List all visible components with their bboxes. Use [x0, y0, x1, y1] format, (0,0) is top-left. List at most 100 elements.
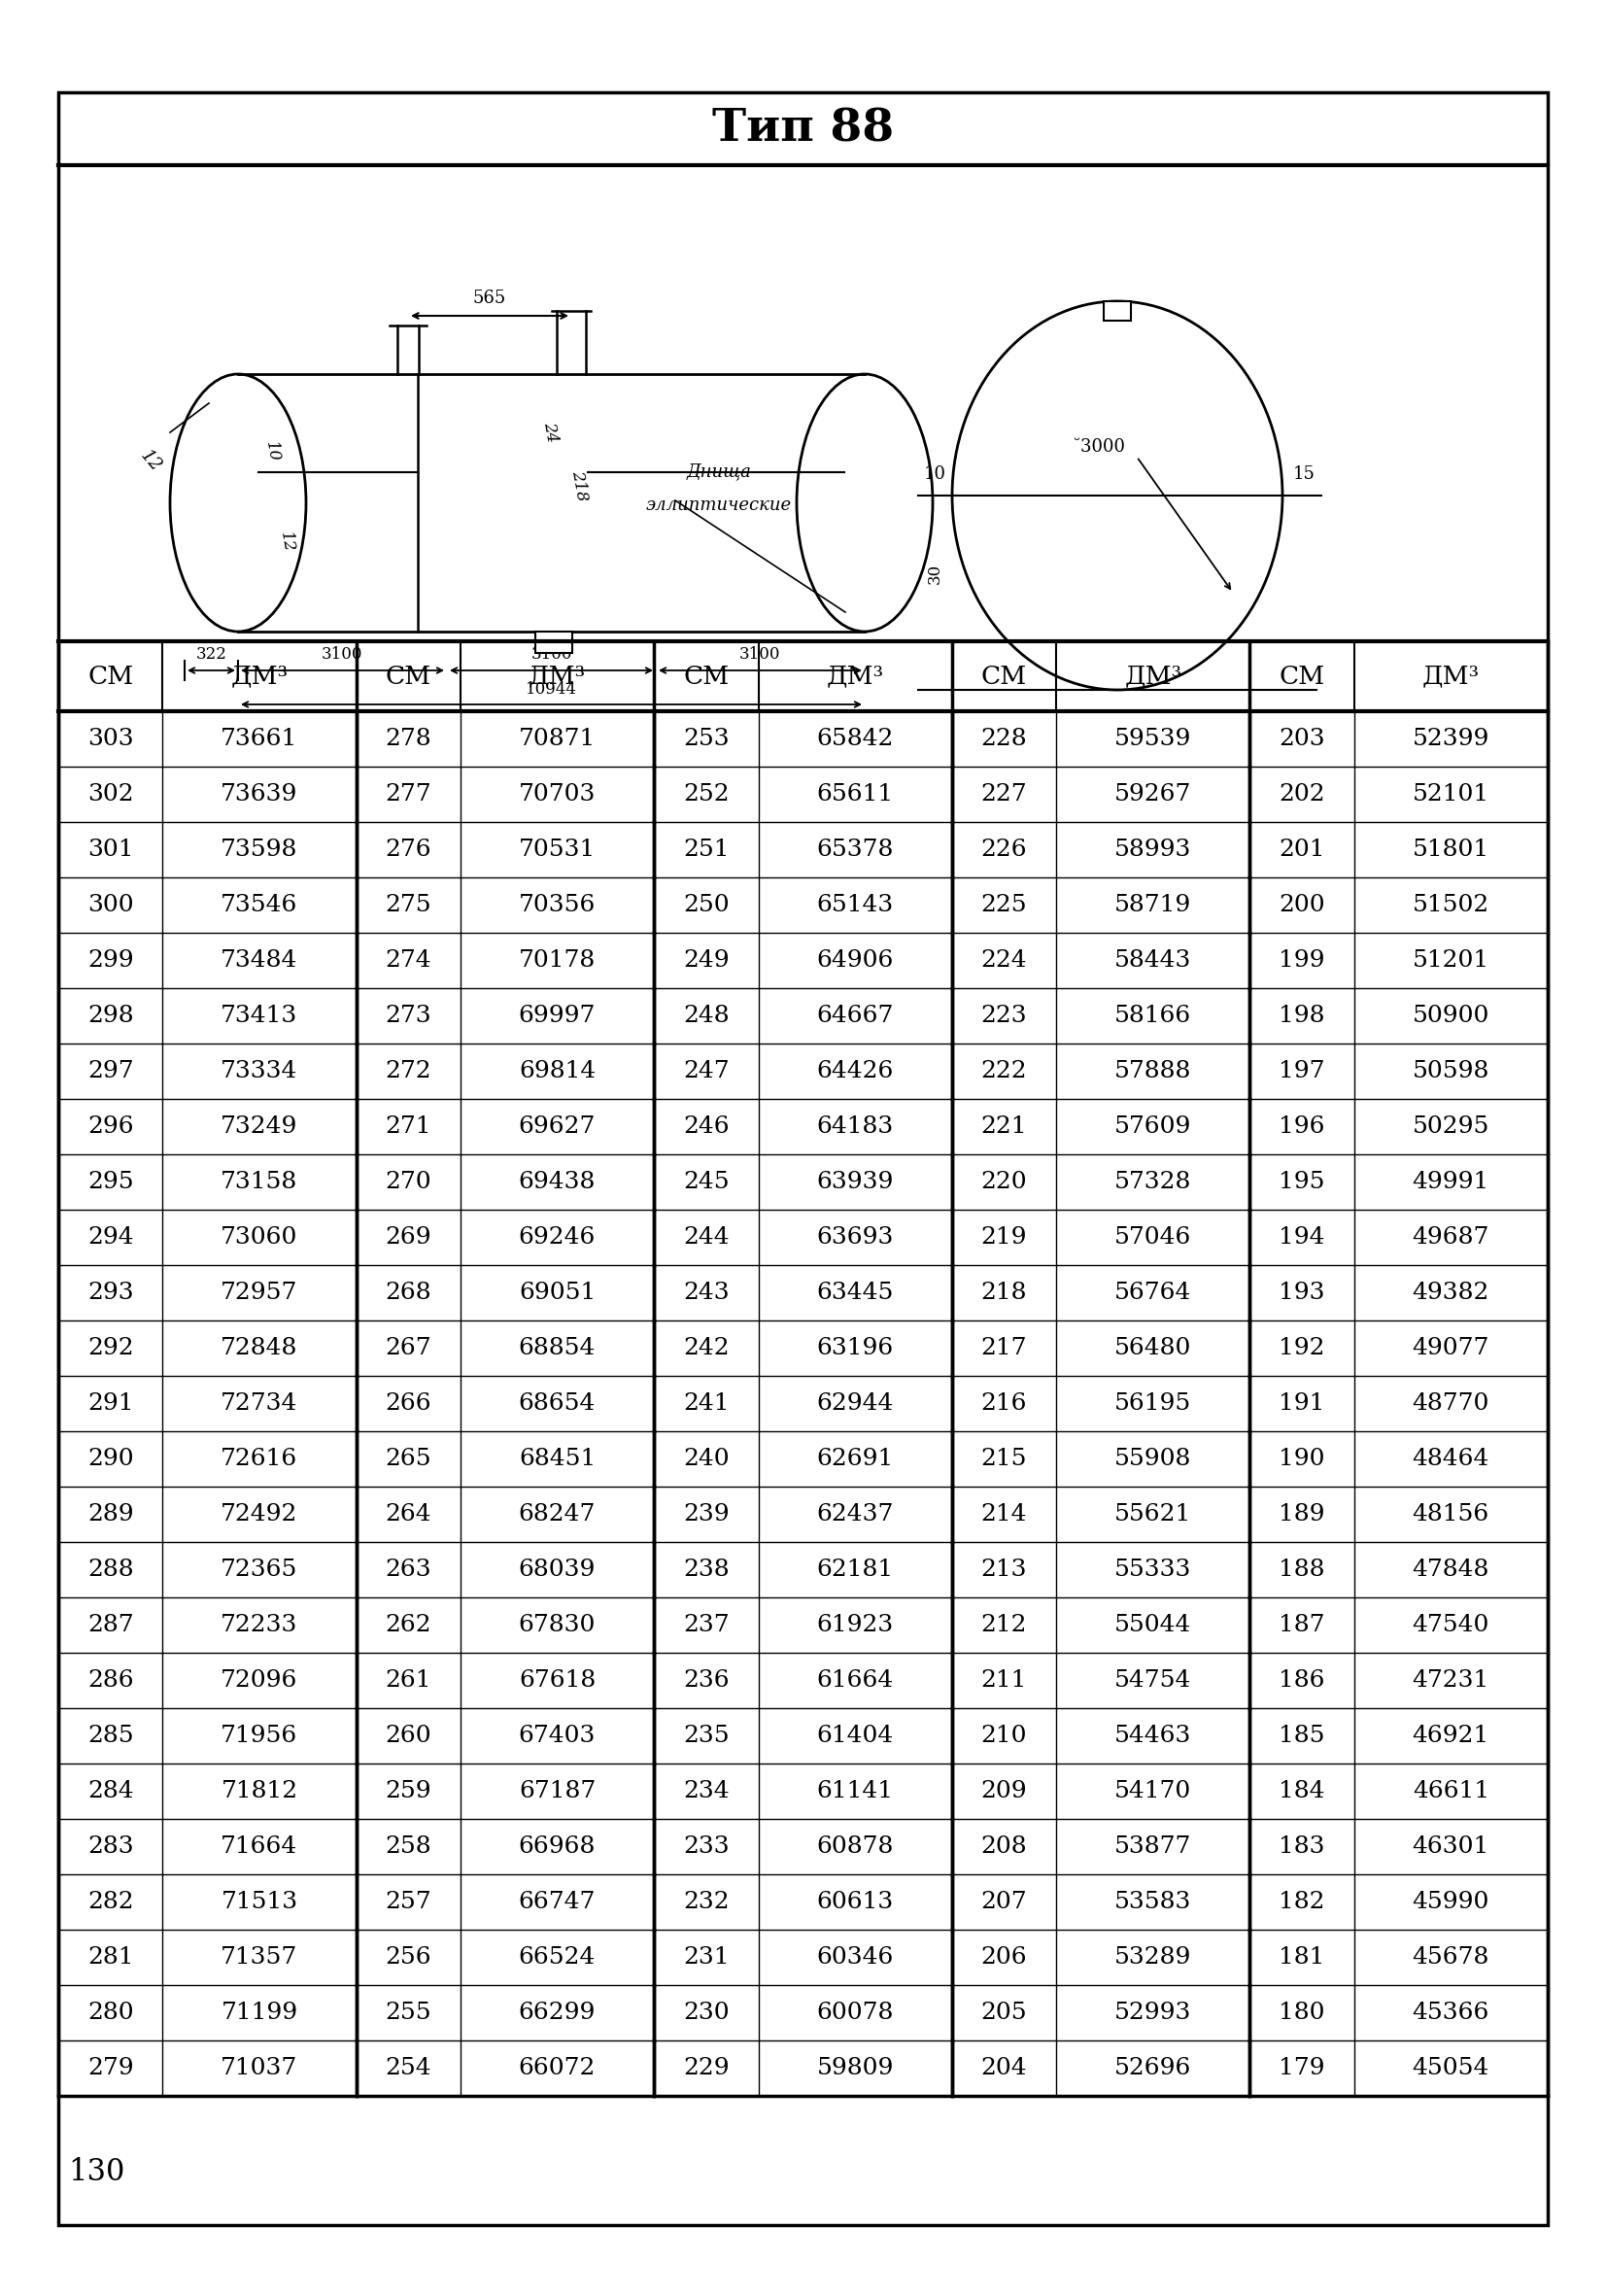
- Text: 248: 248: [683, 1006, 729, 1026]
- Text: 53583: 53583: [1115, 1892, 1192, 1913]
- Text: 55044: 55044: [1115, 1614, 1192, 1637]
- Text: 301: 301: [87, 838, 133, 861]
- Text: 265: 265: [385, 1449, 432, 1469]
- Text: 51801: 51801: [1412, 838, 1489, 861]
- Text: 270: 270: [385, 1171, 432, 1194]
- Text: 219: 219: [981, 1226, 1028, 1249]
- Text: 229: 229: [683, 2057, 729, 2080]
- Text: 322: 322: [196, 647, 226, 664]
- Text: 236: 236: [683, 1669, 729, 1692]
- Text: 289: 289: [87, 1504, 133, 1525]
- Text: 69627: 69627: [519, 1116, 596, 1139]
- Text: 66747: 66747: [519, 1892, 596, 1913]
- Text: 56480: 56480: [1115, 1336, 1192, 1359]
- Text: эллиптические: эллиптические: [646, 496, 792, 514]
- Text: ДМ³: ДМ³: [1124, 664, 1182, 689]
- Text: 300: 300: [87, 893, 133, 916]
- Text: 69438: 69438: [519, 1171, 596, 1194]
- Text: 72957: 72957: [220, 1281, 299, 1304]
- Text: 73484: 73484: [220, 948, 299, 971]
- Text: 214: 214: [981, 1504, 1028, 1525]
- Text: 67830: 67830: [519, 1614, 596, 1637]
- Text: 50295: 50295: [1412, 1116, 1489, 1139]
- Text: 242: 242: [683, 1336, 729, 1359]
- Text: 58166: 58166: [1115, 1006, 1192, 1026]
- Text: 266: 266: [385, 1391, 432, 1414]
- Text: 130: 130: [67, 2156, 125, 2186]
- Text: 65842: 65842: [816, 728, 893, 751]
- Text: 237: 237: [683, 1614, 729, 1637]
- Text: 64906: 64906: [816, 948, 893, 971]
- Text: 212: 212: [981, 1614, 1028, 1637]
- Text: 290: 290: [87, 1449, 133, 1469]
- Text: 287: 287: [87, 1614, 133, 1637]
- Text: 284: 284: [87, 1779, 133, 1802]
- Text: 233: 233: [683, 1835, 729, 1857]
- Text: 71956: 71956: [222, 1724, 297, 1747]
- Text: 205: 205: [981, 2002, 1028, 2025]
- Text: 10944: 10944: [525, 680, 577, 698]
- Text: 72492: 72492: [220, 1504, 299, 1525]
- Text: 73639: 73639: [220, 783, 299, 806]
- Text: 252: 252: [683, 783, 729, 806]
- Text: 55333: 55333: [1115, 1559, 1192, 1582]
- Text: 217: 217: [981, 1336, 1028, 1359]
- Text: 209: 209: [981, 1779, 1028, 1802]
- Text: 73661: 73661: [222, 728, 297, 751]
- Text: 73334: 73334: [220, 1061, 299, 1081]
- Ellipse shape: [797, 374, 933, 631]
- Text: 295: 295: [87, 1171, 133, 1194]
- Text: 272: 272: [385, 1061, 432, 1081]
- Text: 52399: 52399: [1412, 728, 1489, 751]
- Text: 71037: 71037: [222, 2057, 297, 2080]
- Text: 218: 218: [981, 1281, 1028, 1304]
- Text: 192: 192: [1278, 1336, 1325, 1359]
- Text: 62437: 62437: [816, 1504, 893, 1525]
- Text: 47848: 47848: [1412, 1559, 1489, 1582]
- Text: 256: 256: [385, 1947, 432, 1968]
- Text: 257: 257: [385, 1892, 432, 1913]
- Text: 46301: 46301: [1412, 1835, 1489, 1857]
- Text: СМ: СМ: [87, 664, 133, 689]
- Text: 54463: 54463: [1115, 1724, 1192, 1747]
- Text: 73060: 73060: [220, 1226, 299, 1249]
- Text: 207: 207: [981, 1892, 1028, 1913]
- Text: 52101: 52101: [1412, 783, 1489, 806]
- Text: 294: 294: [87, 1226, 133, 1249]
- Text: 70703: 70703: [519, 783, 596, 806]
- Text: 65143: 65143: [816, 893, 893, 916]
- Text: 64667: 64667: [816, 1006, 893, 1026]
- Ellipse shape: [170, 374, 307, 631]
- Text: 67187: 67187: [519, 1779, 596, 1802]
- Text: 64426: 64426: [816, 1061, 893, 1081]
- Text: 3100: 3100: [321, 647, 363, 664]
- Text: 71199: 71199: [222, 2002, 297, 2025]
- Text: 15: 15: [1293, 466, 1315, 482]
- Text: 274: 274: [385, 948, 432, 971]
- Text: 235: 235: [683, 1724, 729, 1747]
- Text: 60346: 60346: [816, 1947, 893, 1968]
- Ellipse shape: [952, 301, 1283, 689]
- Text: 50598: 50598: [1412, 1061, 1489, 1081]
- Text: 69051: 69051: [519, 1281, 596, 1304]
- Text: 221: 221: [981, 1116, 1028, 1139]
- Text: 69997: 69997: [519, 1006, 596, 1026]
- Text: 46921: 46921: [1412, 1724, 1489, 1747]
- Text: 48156: 48156: [1412, 1504, 1489, 1525]
- Text: 58719: 58719: [1115, 893, 1192, 916]
- Text: 275: 275: [385, 893, 432, 916]
- Text: 183: 183: [1278, 1835, 1325, 1857]
- Text: 199: 199: [1278, 948, 1325, 971]
- Text: 45366: 45366: [1412, 2002, 1489, 2025]
- Text: 179: 179: [1278, 2057, 1325, 2080]
- Text: 288: 288: [87, 1559, 133, 1582]
- Text: 230: 230: [683, 2002, 729, 2025]
- Text: 59809: 59809: [816, 2057, 893, 2080]
- Text: 204: 204: [981, 2057, 1028, 2080]
- Bar: [535, 631, 572, 652]
- Text: 189: 189: [1278, 1504, 1325, 1525]
- Text: Днища: Днища: [686, 461, 752, 480]
- Text: 246: 246: [683, 1116, 729, 1139]
- Text: 253: 253: [683, 728, 729, 751]
- Text: 46611: 46611: [1412, 1779, 1489, 1802]
